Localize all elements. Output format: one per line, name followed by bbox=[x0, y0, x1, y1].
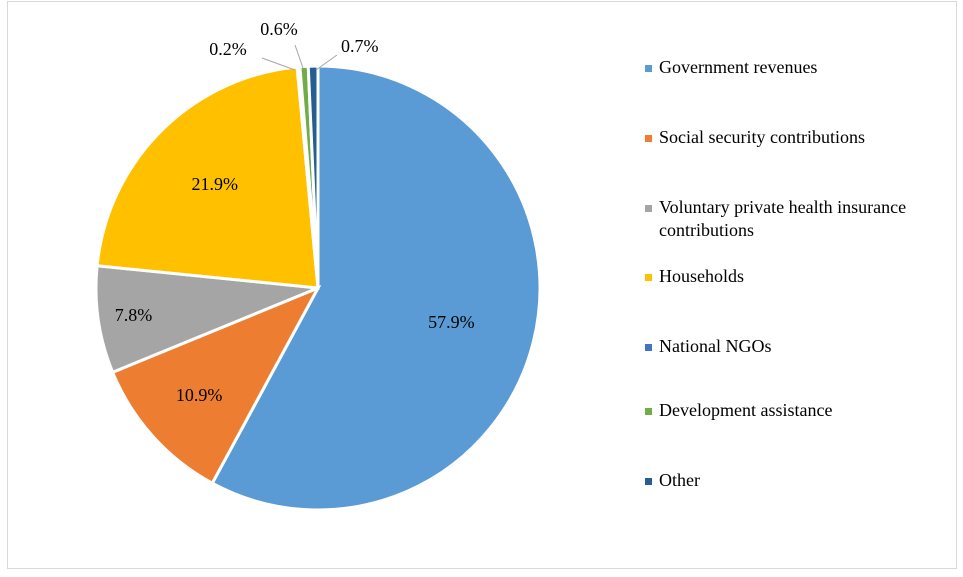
data-label-development-assistance: 0.6% bbox=[260, 19, 298, 39]
legend-label-development-assistance: Development assistance bbox=[659, 400, 833, 420]
legend-label-social-security: Social security contributions bbox=[659, 127, 865, 147]
legend-item-social-security: Social security contributions bbox=[645, 126, 944, 149]
data-label-national-ngos: 0.2% bbox=[209, 39, 247, 59]
legend-label-government-revenues: Government revenues bbox=[659, 57, 818, 77]
pie-slice-social-security bbox=[110, 285, 322, 486]
data-label-voluntary-private-insurance: 7.8% bbox=[115, 305, 153, 325]
data-label-government-revenues: 57.9% bbox=[428, 312, 475, 332]
legend-item-voluntary-private-insurance: Voluntary private health insurance contr… bbox=[645, 196, 909, 242]
data-label-other: 0.7% bbox=[341, 36, 379, 56]
legend-label-voluntary-private-insurance: Voluntary private health insurance contr… bbox=[659, 197, 907, 240]
legend-label-national-ngos: National NGOs bbox=[659, 336, 772, 356]
legend-label-households: Households bbox=[659, 266, 744, 286]
legend-swatch-national-ngos bbox=[645, 344, 652, 351]
legend-item-government-revenues: Government revenues bbox=[645, 56, 944, 79]
pie-slice-households bbox=[95, 65, 320, 290]
legend-item-households: Households bbox=[645, 265, 944, 288]
data-label-households: 21.9% bbox=[191, 174, 238, 194]
legend-swatch-development-assistance bbox=[645, 408, 652, 415]
legend-item-national-ngos: National NGOs bbox=[645, 335, 944, 358]
legend-item-other: Other bbox=[645, 469, 944, 492]
data-label-social-security: 10.9% bbox=[176, 385, 223, 405]
leader-line-development-assistance bbox=[294, 44, 304, 69]
pie-slice-voluntary-private-insurance bbox=[94, 264, 319, 375]
leader-line-national-ngos bbox=[261, 57, 296, 71]
leader-line-other bbox=[315, 54, 338, 71]
legend-swatch-households bbox=[645, 274, 652, 281]
legend-label-other: Other bbox=[659, 470, 700, 490]
pie-slice-other bbox=[306, 64, 320, 289]
legend-swatch-government-revenues bbox=[645, 65, 652, 72]
legend-item-development-assistance: Development assistance bbox=[645, 399, 944, 422]
pie-slice-government-revenues bbox=[210, 64, 542, 512]
legend-swatch-other bbox=[645, 478, 652, 485]
legend-swatch-voluntary-private-insurance bbox=[645, 205, 652, 212]
legend-swatch-social-security bbox=[645, 135, 652, 142]
